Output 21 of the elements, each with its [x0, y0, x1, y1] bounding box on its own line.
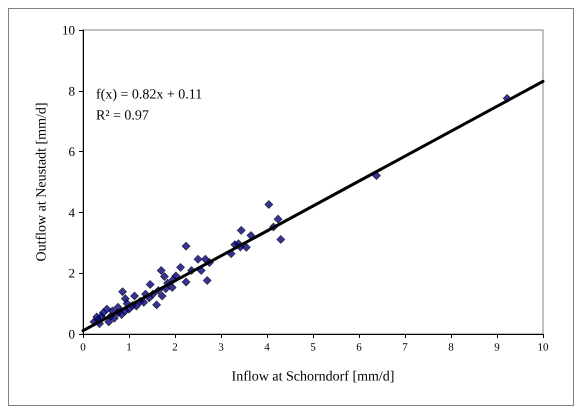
x-axis-title: Inflow at Schorndorf [mm/d] [232, 370, 394, 384]
x-tick-label: 3 [218, 342, 224, 354]
y-tick-label: 6 [68, 144, 76, 160]
y-tick-label: 8 [68, 83, 75, 98]
annotation: f(x) = 0.82x + 0.11 [96, 88, 202, 102]
y-axis-title: Outflow at Neustadt [mm/d] [34, 102, 50, 262]
x-tick-label: 6 [356, 342, 362, 354]
x-tick-label: 0 [80, 342, 86, 354]
x-tick-label: 9 [494, 342, 500, 354]
x-tick-label: 4 [264, 342, 270, 354]
y-tick-label: 10 [62, 22, 75, 38]
x-tick-label: 2 [172, 342, 178, 354]
x-tick-label: 10 [538, 342, 549, 354]
y-tick-label: 2 [68, 266, 75, 281]
y-tick-label: 0 [68, 326, 75, 342]
x-tick-label: 7 [402, 342, 408, 354]
annotation: R² = 0.97 [96, 108, 149, 124]
x-tick-label: 5 [310, 342, 316, 354]
x-tick-label: 1 [126, 342, 132, 354]
x-tick-label: 8 [448, 342, 454, 354]
y-tick-label: 4 [68, 204, 76, 220]
